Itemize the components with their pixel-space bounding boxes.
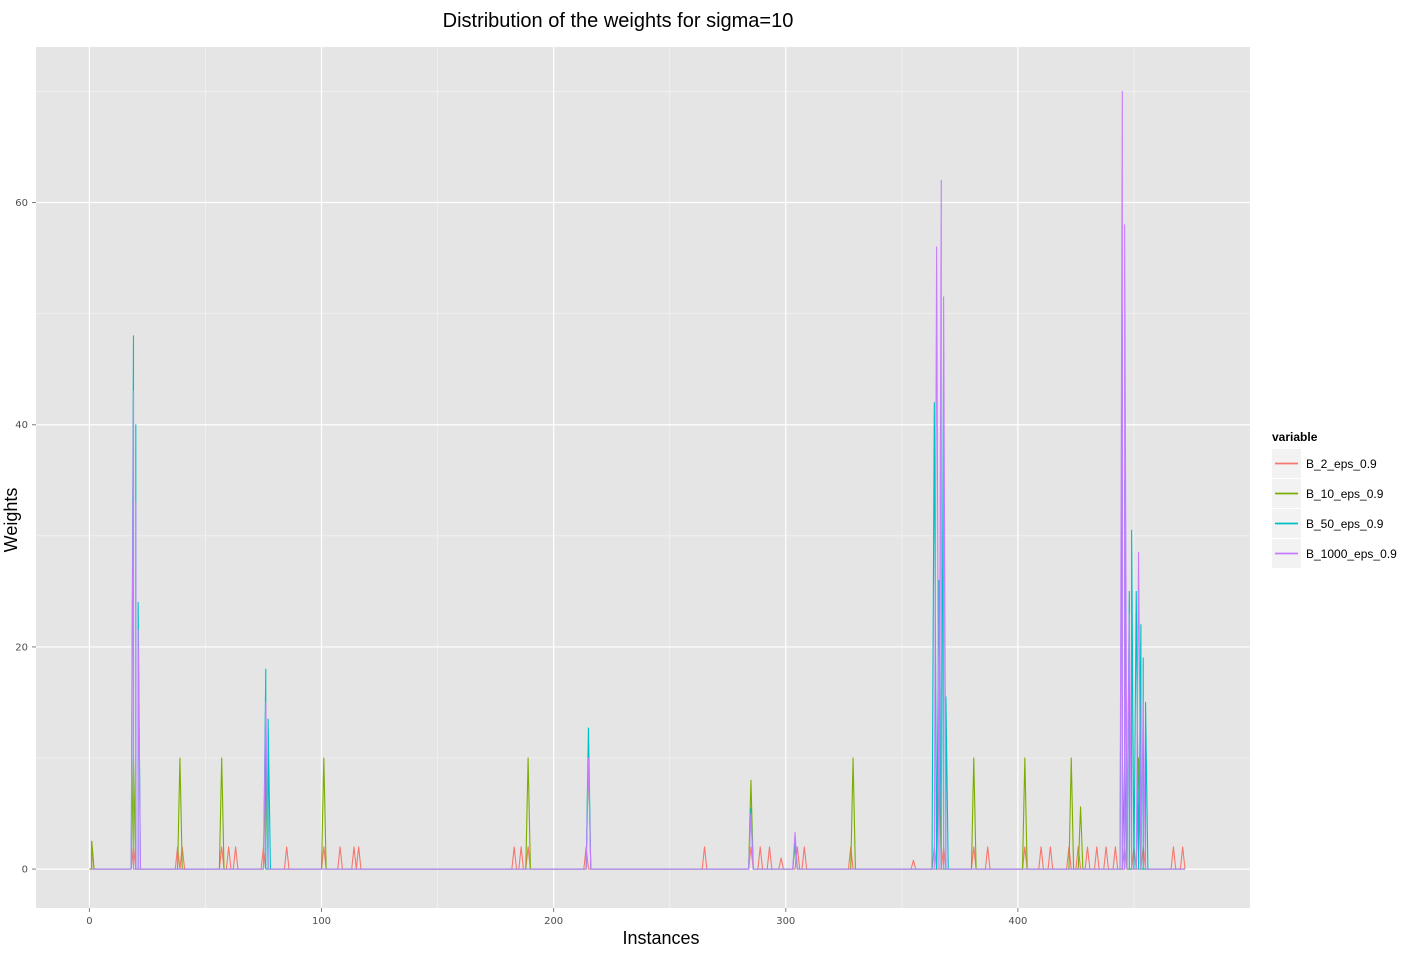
series-line-1 bbox=[89, 840, 1186, 870]
legend-title: variable bbox=[1272, 430, 1318, 444]
plot-panel bbox=[36, 47, 1250, 908]
x-axis-title: Instances bbox=[622, 928, 699, 948]
chart-title: Distribution of the weights for sigma=10 bbox=[443, 10, 794, 32]
x-tick-label: 400 bbox=[1008, 916, 1027, 927]
legend-label-4: B_1000_eps_0.9 bbox=[1306, 547, 1397, 561]
series-layer bbox=[89, 90, 1186, 870]
ticks-layer: 0 100 200 300 400 0 20 40 60 bbox=[15, 198, 1027, 927]
y-tick-label: 60 bbox=[15, 198, 28, 209]
legend-label-3: B_50_eps_0.9 bbox=[1306, 517, 1384, 531]
grid-layer bbox=[36, 47, 1250, 908]
legend-label-2: B_10_eps_0.9 bbox=[1306, 487, 1384, 501]
series-line-4 bbox=[91, 90, 1186, 870]
y-axis-title: Weights bbox=[1, 488, 21, 553]
x-tick-label: 300 bbox=[776, 916, 795, 927]
legend: variable B_2_eps_0.9 B_10_eps_0.9 B_50_eps… bbox=[1272, 430, 1397, 568]
y-tick-label: 40 bbox=[15, 420, 28, 431]
y-tick-label: 20 bbox=[15, 642, 28, 653]
x-tick-label: 100 bbox=[312, 916, 331, 927]
y-tick-label: 0 bbox=[22, 865, 28, 876]
legend-label-1: B_2_eps_0.9 bbox=[1306, 457, 1377, 471]
x-tick-label: 0 bbox=[86, 916, 92, 927]
x-tick-label: 200 bbox=[544, 916, 563, 927]
